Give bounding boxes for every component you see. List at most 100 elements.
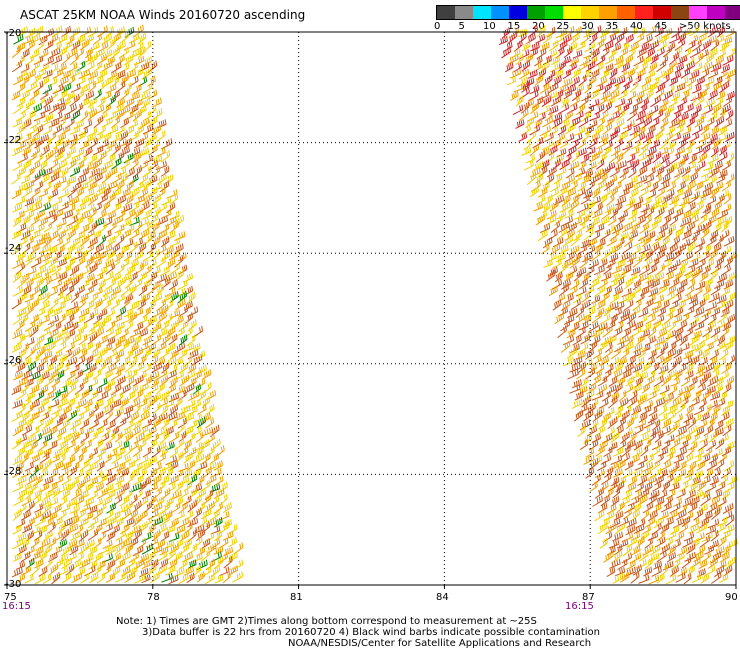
wind-barb-path <box>141 265 152 277</box>
wind-barb <box>725 292 736 304</box>
wind-barb-path <box>650 257 660 268</box>
wind-barb <box>96 391 109 402</box>
wind-barb <box>17 291 28 304</box>
wind-barb-path <box>665 125 676 136</box>
wind-barb <box>725 91 735 101</box>
wind-barb <box>129 216 140 226</box>
wind-barb-path <box>30 243 40 254</box>
wind-barb <box>695 138 707 150</box>
wind-barb-path <box>673 124 684 137</box>
wind-barb <box>33 405 45 416</box>
wind-barb-path <box>53 461 64 471</box>
wind-barb <box>74 469 84 479</box>
wind-barb <box>29 88 40 101</box>
wind-barb <box>138 454 149 465</box>
wind-barb-path <box>47 131 57 143</box>
wind-barb-path <box>48 47 61 59</box>
wind-barb-path <box>169 319 179 332</box>
wind-barb-path <box>48 297 59 311</box>
wind-barb-path <box>80 38 90 51</box>
wind-barb-path <box>150 193 162 206</box>
wind-barb-path <box>71 208 80 219</box>
wind-barb-path <box>70 83 81 93</box>
wind-barb <box>646 124 656 135</box>
wind-barb <box>143 82 153 94</box>
wind-barb <box>541 139 553 151</box>
wind-barb-path <box>39 173 50 185</box>
wind-barb-path <box>69 504 80 514</box>
wind-barb <box>74 242 84 255</box>
wind-barb-path <box>87 41 100 53</box>
wind-barb <box>156 147 166 157</box>
wind-barb-path <box>44 336 54 346</box>
wind-barb-path <box>165 257 176 270</box>
wind-barb <box>526 172 537 186</box>
wind-barb-path <box>57 283 68 296</box>
wind-barb-path <box>79 265 91 277</box>
wind-barb <box>173 357 184 367</box>
wind-barb <box>21 214 31 226</box>
wind-barb <box>174 422 185 436</box>
wind-barb <box>137 521 149 534</box>
wind-barb-path <box>26 266 37 276</box>
wind-barb <box>629 146 640 157</box>
wind-barb-path <box>88 221 98 234</box>
wind-barb-path <box>67 523 79 534</box>
wind-barb-path <box>21 468 31 478</box>
wind-barb-path <box>654 87 665 100</box>
wind-barb <box>211 565 221 578</box>
wind-barb-path <box>79 458 90 472</box>
wind-barb-path <box>603 285 612 297</box>
wind-barb-path <box>123 110 134 121</box>
wind-barb <box>156 244 167 256</box>
wind-barb-path <box>88 180 97 191</box>
wind-barb-path <box>617 172 627 184</box>
wind-barb <box>87 461 99 472</box>
wind-barb-path <box>186 459 196 471</box>
wind-barb <box>187 349 199 360</box>
wind-barb-path <box>128 284 137 296</box>
wind-barb-path <box>12 437 22 450</box>
wind-barb <box>615 195 627 206</box>
wind-barb-path <box>38 566 48 577</box>
wind-barb <box>31 60 41 72</box>
wind-barb <box>193 524 205 535</box>
wind-barb <box>193 453 205 464</box>
wind-barb-path <box>12 552 22 562</box>
wind-barb-path <box>74 215 84 228</box>
wind-barb <box>16 123 26 135</box>
wind-barb <box>97 473 108 485</box>
wind-barb-path <box>116 462 126 472</box>
wind-barb <box>114 431 123 443</box>
wind-barb <box>155 426 168 437</box>
wind-barb-path <box>133 474 144 486</box>
wind-barb <box>17 347 27 360</box>
wind-barb <box>29 33 41 45</box>
wind-barb-path <box>155 256 166 269</box>
wind-barb-path <box>139 147 150 157</box>
wind-barb-path <box>17 291 28 304</box>
wind-barb-path <box>143 154 153 165</box>
wind-barb-path <box>196 571 205 583</box>
wind-barb <box>159 266 170 277</box>
wind-barb <box>52 237 63 248</box>
wind-barb-path <box>658 223 669 234</box>
wind-barb <box>61 179 71 192</box>
wind-barb <box>92 172 103 184</box>
legend-label: 10 <box>483 21 496 32</box>
wind-barb <box>133 432 145 444</box>
wind-barb <box>128 75 139 88</box>
wind-barb-path <box>626 67 636 80</box>
wind-barb-path <box>125 390 136 403</box>
wind-barb <box>133 278 143 290</box>
wind-barb-path <box>40 426 51 437</box>
wind-barb-path <box>168 249 180 261</box>
wind-barb <box>21 439 31 450</box>
wind-barb <box>704 52 715 65</box>
wind-barb-path <box>579 95 589 108</box>
wind-barb-path <box>92 145 104 156</box>
wind-barb <box>60 166 69 179</box>
wind-barb-path <box>123 542 134 556</box>
wind-barb-path <box>49 409 60 423</box>
wind-barb <box>168 431 180 444</box>
